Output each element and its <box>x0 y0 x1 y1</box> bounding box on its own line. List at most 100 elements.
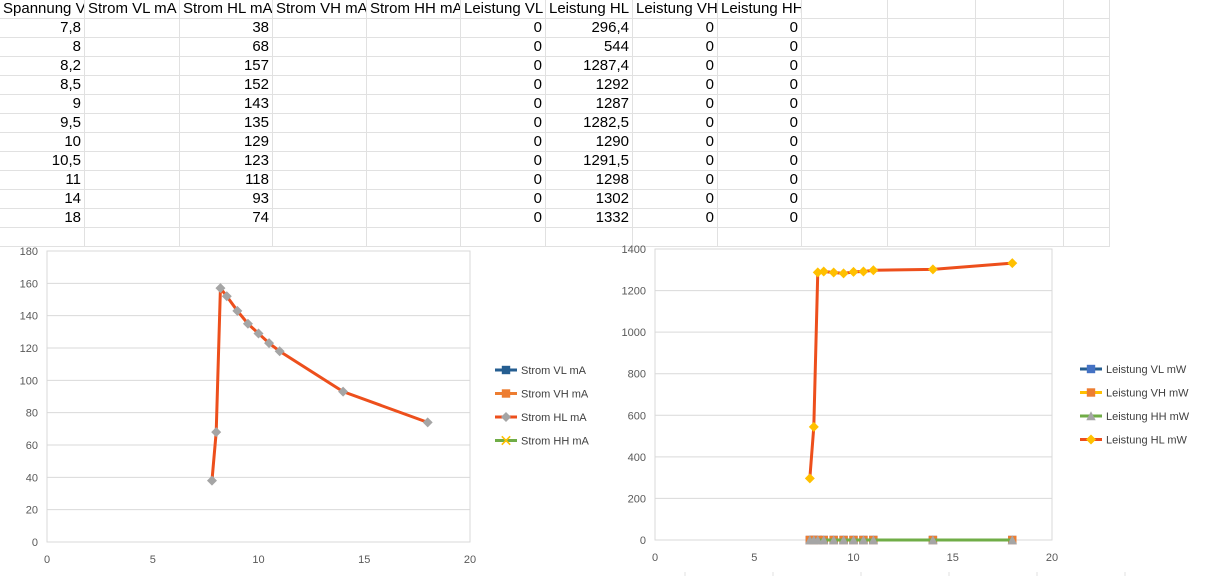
table-cell[interactable] <box>1064 171 1110 190</box>
table-cell[interactable] <box>546 228 633 247</box>
table-cell[interactable] <box>85 19 180 38</box>
table-cell[interactable] <box>888 152 976 171</box>
table-cell[interactable] <box>976 190 1064 209</box>
table-cell[interactable]: 0 <box>461 171 546 190</box>
header-cell[interactable] <box>802 0 888 19</box>
table-cell[interactable] <box>367 171 461 190</box>
table-cell[interactable] <box>888 228 976 247</box>
table-cell[interactable] <box>273 57 367 76</box>
table-cell[interactable] <box>273 133 367 152</box>
table-cell[interactable]: 0 <box>461 133 546 152</box>
table-cell[interactable] <box>802 152 888 171</box>
table-cell[interactable]: 7,8 <box>0 19 85 38</box>
table-cell[interactable] <box>367 152 461 171</box>
table-cell[interactable]: 0 <box>718 209 802 228</box>
table-cell[interactable]: 14 <box>0 190 85 209</box>
table-cell[interactable] <box>888 95 976 114</box>
table-cell[interactable]: 1302 <box>546 190 633 209</box>
table-cell[interactable] <box>367 209 461 228</box>
table-cell[interactable] <box>85 38 180 57</box>
current-chart[interactable]: 0 20 40 60 80 100 120 140 160 180 0 5 10 15 20 Strom VL… <box>0 228 604 576</box>
table-cell[interactable]: 0 <box>461 57 546 76</box>
table-cell[interactable]: 0 <box>461 114 546 133</box>
table-cell[interactable] <box>888 133 976 152</box>
table-cell[interactable]: 0 <box>633 133 718 152</box>
table-cell[interactable] <box>802 228 888 247</box>
table-cell[interactable]: 0 <box>461 190 546 209</box>
table-cell[interactable] <box>367 228 461 247</box>
table-cell[interactable] <box>85 57 180 76</box>
table-cell[interactable]: 1332 <box>546 209 633 228</box>
table-cell[interactable] <box>273 76 367 95</box>
table-cell[interactable]: 0 <box>718 133 802 152</box>
table-cell[interactable] <box>976 57 1064 76</box>
header-cell[interactable] <box>888 0 976 19</box>
table-cell[interactable] <box>367 57 461 76</box>
header-cell[interactable]: Leistung VH <box>633 0 718 19</box>
table-cell[interactable]: 0 <box>633 76 718 95</box>
table-cell[interactable] <box>802 190 888 209</box>
table-cell[interactable]: 135 <box>180 114 273 133</box>
table-cell[interactable] <box>1064 95 1110 114</box>
table-cell[interactable] <box>888 190 976 209</box>
table-cell[interactable]: 1291,5 <box>546 152 633 171</box>
power-chart[interactable]: 0 200 400 600 800 1000 1200 1400 0 5 10 15 20 Leistun… <box>604 228 1207 576</box>
table-cell[interactable] <box>273 228 367 247</box>
table-cell[interactable]: 0 <box>633 171 718 190</box>
table-cell[interactable]: 0 <box>633 57 718 76</box>
header-cell[interactable]: Strom HL mA <box>180 0 273 19</box>
table-cell[interactable]: 152 <box>180 76 273 95</box>
table-cell[interactable]: 0 <box>461 95 546 114</box>
table-cell[interactable] <box>85 114 180 133</box>
table-cell[interactable] <box>802 171 888 190</box>
table-cell[interactable]: 10,5 <box>0 152 85 171</box>
table-cell[interactable] <box>367 38 461 57</box>
table-cell[interactable] <box>976 19 1064 38</box>
table-cell[interactable]: 38 <box>180 19 273 38</box>
table-cell[interactable] <box>180 228 273 247</box>
table-cell[interactable] <box>273 114 367 133</box>
table-cell[interactable] <box>802 209 888 228</box>
table-cell[interactable]: 0 <box>461 38 546 57</box>
table-cell[interactable] <box>802 38 888 57</box>
table-cell[interactable] <box>273 171 367 190</box>
table-cell[interactable]: 123 <box>180 152 273 171</box>
table-cell[interactable]: 0 <box>718 152 802 171</box>
table-cell[interactable]: 1292 <box>546 76 633 95</box>
table-cell[interactable] <box>976 76 1064 95</box>
table-cell[interactable] <box>718 228 802 247</box>
table-cell[interactable]: 0 <box>633 95 718 114</box>
header-cell[interactable]: Strom VL mA <box>85 0 180 19</box>
table-cell[interactable] <box>1064 57 1110 76</box>
table-cell[interactable] <box>367 95 461 114</box>
table-cell[interactable] <box>888 114 976 133</box>
table-cell[interactable]: 0 <box>718 19 802 38</box>
table-cell[interactable] <box>461 228 546 247</box>
table-cell[interactable] <box>888 38 976 57</box>
table-cell[interactable] <box>85 152 180 171</box>
table-cell[interactable] <box>367 133 461 152</box>
table-cell[interactable] <box>976 114 1064 133</box>
table-cell[interactable]: 1282,5 <box>546 114 633 133</box>
table-cell[interactable] <box>1064 209 1110 228</box>
table-cell[interactable]: 0 <box>718 114 802 133</box>
table-cell[interactable]: 8,2 <box>0 57 85 76</box>
table-cell[interactable]: 9,5 <box>0 114 85 133</box>
table-cell[interactable]: 11 <box>0 171 85 190</box>
table-cell[interactable]: 143 <box>180 95 273 114</box>
table-cell[interactable] <box>85 209 180 228</box>
table-cell[interactable]: 0 <box>718 171 802 190</box>
table-cell[interactable] <box>85 76 180 95</box>
table-cell[interactable] <box>273 19 367 38</box>
table-cell[interactable]: 1287 <box>546 95 633 114</box>
table-cell[interactable]: 0 <box>633 38 718 57</box>
table-cell[interactable] <box>1064 114 1110 133</box>
table-cell[interactable]: 0 <box>718 95 802 114</box>
table-cell[interactable] <box>1064 228 1110 247</box>
table-cell[interactable] <box>85 133 180 152</box>
table-cell[interactable] <box>888 171 976 190</box>
header-cell[interactable]: Strom HH mA <box>367 0 461 19</box>
table-cell[interactable]: 0 <box>461 209 546 228</box>
table-cell[interactable] <box>85 95 180 114</box>
table-cell[interactable] <box>976 152 1064 171</box>
